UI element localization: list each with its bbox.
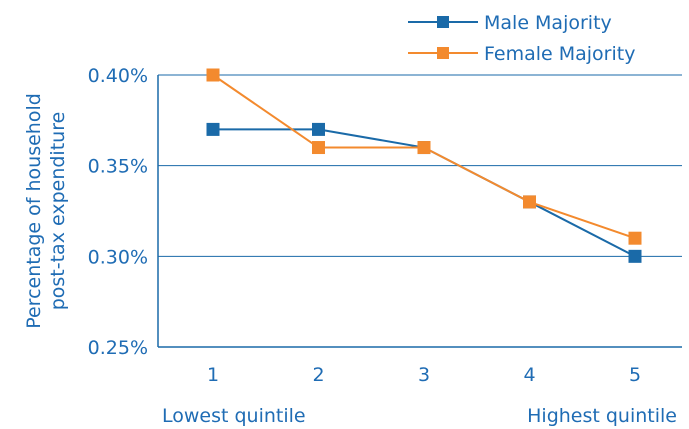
x-tick-label: 3 xyxy=(418,364,430,386)
y-axis-label-line-2: post-tax expenditure xyxy=(47,112,69,311)
y-tick-label: 0.40% xyxy=(88,65,148,87)
legend: Male Majority Female Majority xyxy=(408,12,635,65)
x-tick-label: 2 xyxy=(312,364,324,386)
y-axis-label: Percentage of household post-tax expendi… xyxy=(23,93,69,329)
y-axis-label-line-1: Percentage of household xyxy=(23,93,45,329)
legend-label-female: Female Majority xyxy=(484,43,635,65)
gridlines xyxy=(158,74,682,257)
x-tick-label: 4 xyxy=(523,364,535,386)
legend-marker-male xyxy=(437,16,449,28)
y-tick-label: 0.25% xyxy=(88,337,148,359)
data-point-female xyxy=(628,231,642,245)
data-point-male xyxy=(312,122,325,136)
legend-marker-female xyxy=(437,47,449,59)
series-lines xyxy=(206,68,642,263)
x-tick-label: 5 xyxy=(629,364,641,386)
x-note-right: Highest quintile xyxy=(527,405,677,427)
data-point-female xyxy=(523,195,536,209)
data-point-female xyxy=(417,141,431,155)
data-point-female xyxy=(206,68,220,82)
legend-label-male: Male Majority xyxy=(484,12,612,34)
legend-item-female: Female Majority xyxy=(408,43,635,65)
data-point-male xyxy=(206,122,220,136)
data-point-female xyxy=(312,141,325,155)
y-tick-label: 0.30% xyxy=(88,246,148,268)
x-note-left: Lowest quintile xyxy=(162,405,306,427)
x-tick-labels: 1 2 3 4 5 xyxy=(207,364,641,386)
x-tick-label: 1 xyxy=(207,364,219,386)
legend-item-male: Male Majority xyxy=(408,12,612,34)
series-line-female xyxy=(212,74,636,240)
data-point-male xyxy=(628,249,642,263)
y-tick-label: 0.35% xyxy=(88,156,148,178)
y-tick-labels: 0.25% 0.30% 0.35% 0.40% xyxy=(88,65,148,359)
